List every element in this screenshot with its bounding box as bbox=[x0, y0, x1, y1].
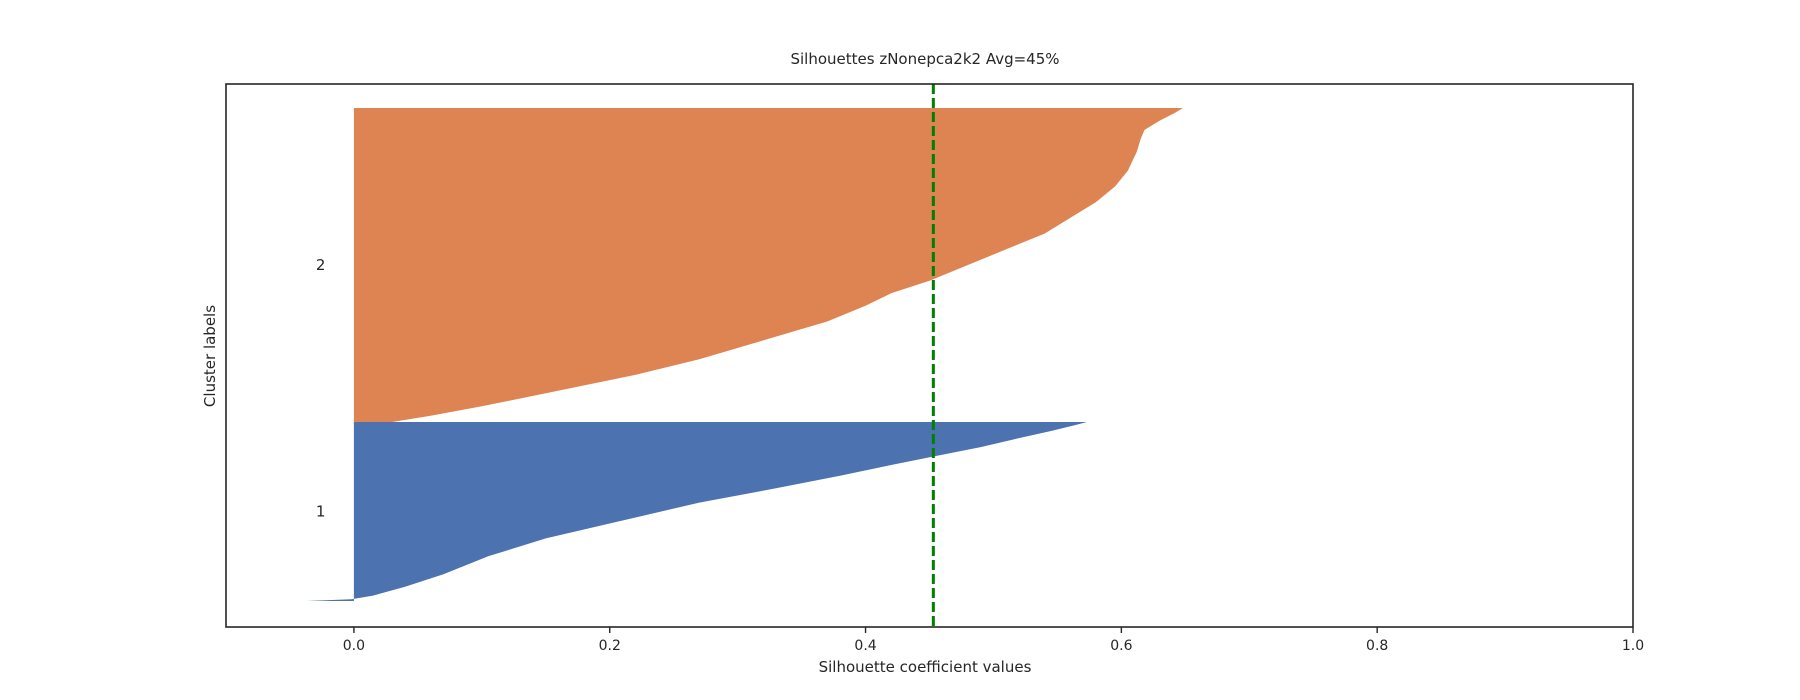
cluster-2-silhouette bbox=[353, 108, 1183, 422]
x-tick-label: 0.2 bbox=[599, 638, 621, 654]
chart-title: Silhouettes zNonepca2k2 Avg=45% bbox=[790, 50, 1059, 68]
cluster-label-1: 1 bbox=[316, 503, 326, 521]
cluster-label-2: 2 bbox=[316, 256, 326, 274]
x-tick-label: 1.0 bbox=[1622, 638, 1644, 654]
cluster-labels: 12 bbox=[316, 256, 326, 521]
x-tick-label: 0.4 bbox=[854, 638, 876, 654]
cluster-bars bbox=[306, 108, 1183, 601]
plot-frame bbox=[225, 83, 1634, 628]
x-axis-label: Silhouette coefficient values bbox=[819, 658, 1032, 676]
x-tick-label: 0.0 bbox=[343, 638, 365, 654]
x-tick-label: 0.6 bbox=[1110, 638, 1132, 654]
x-tick-label: 0.8 bbox=[1366, 638, 1388, 654]
cluster-1-silhouette bbox=[306, 422, 1087, 601]
x-axis-ticks: 0.0 0.2 0.4 0.6 0.8 1.0 bbox=[343, 627, 1644, 654]
y-axis-label: Cluster labels bbox=[201, 305, 219, 407]
